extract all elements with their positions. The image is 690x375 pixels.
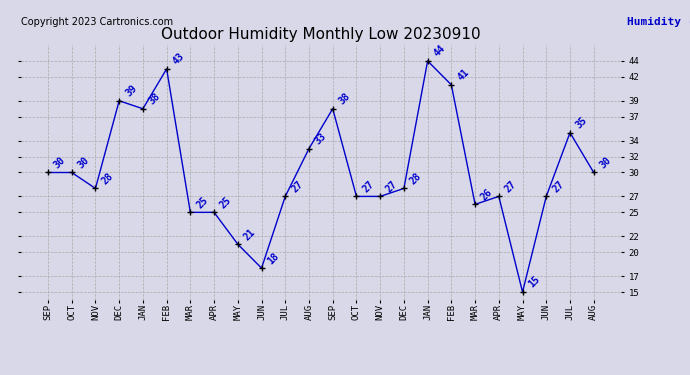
Text: 25: 25 bbox=[218, 195, 234, 210]
Text: 27: 27 bbox=[551, 179, 566, 194]
Text: 27: 27 bbox=[361, 179, 376, 194]
Text: 15: 15 bbox=[526, 274, 542, 290]
Title: Outdoor Humidity Monthly Low 20230910: Outdoor Humidity Monthly Low 20230910 bbox=[161, 27, 481, 42]
Text: 38: 38 bbox=[147, 91, 162, 106]
Text: 27: 27 bbox=[384, 179, 400, 194]
Text: 30: 30 bbox=[52, 155, 68, 170]
Text: 25: 25 bbox=[195, 195, 210, 210]
Text: 28: 28 bbox=[408, 171, 424, 186]
Text: 38: 38 bbox=[337, 91, 353, 106]
Text: Humidity (%): Humidity (%) bbox=[627, 17, 690, 27]
Text: 30: 30 bbox=[76, 155, 91, 170]
Text: 35: 35 bbox=[574, 115, 589, 130]
Text: 39: 39 bbox=[124, 83, 139, 99]
Text: 33: 33 bbox=[313, 131, 328, 146]
Text: 44: 44 bbox=[432, 44, 447, 59]
Text: 28: 28 bbox=[99, 171, 115, 186]
Text: Copyright 2023 Cartronics.com: Copyright 2023 Cartronics.com bbox=[21, 17, 172, 27]
Text: 30: 30 bbox=[598, 155, 613, 170]
Text: 27: 27 bbox=[289, 179, 305, 194]
Text: 41: 41 bbox=[455, 67, 471, 82]
Text: 27: 27 bbox=[503, 179, 518, 194]
Text: 21: 21 bbox=[242, 226, 257, 242]
Text: 18: 18 bbox=[266, 251, 281, 266]
Text: 26: 26 bbox=[480, 187, 495, 202]
Text: 43: 43 bbox=[171, 51, 186, 67]
